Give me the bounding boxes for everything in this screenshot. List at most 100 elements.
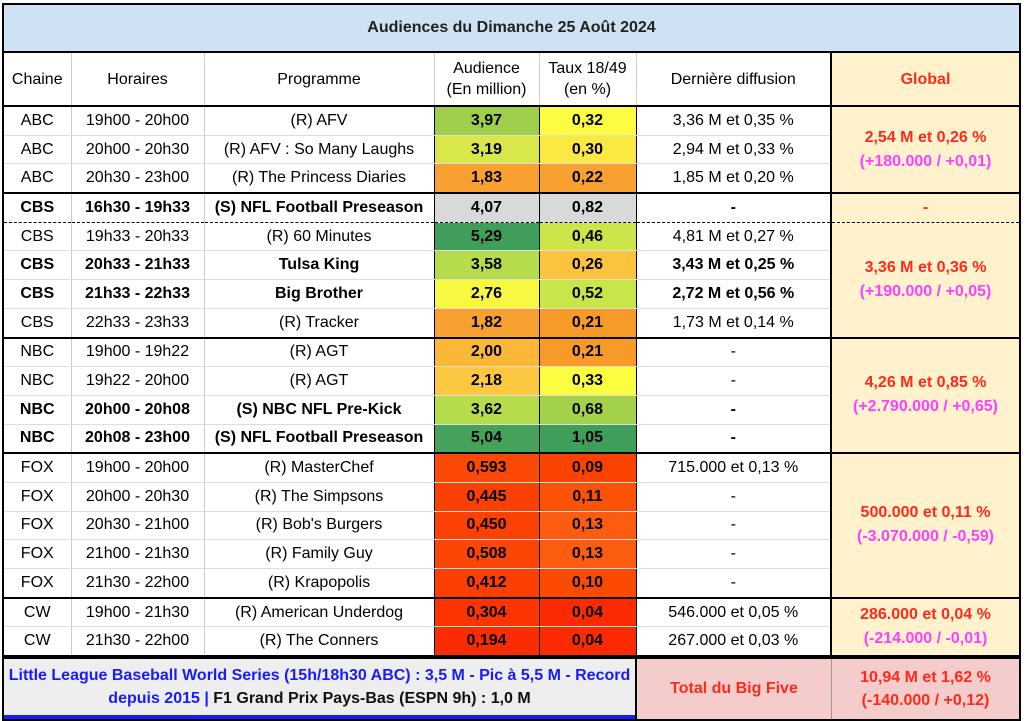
programme-cell: (R) AGT — [203, 366, 434, 396]
taux-cell: 0,04 — [538, 626, 637, 658]
header-horaires: Horaires — [70, 53, 204, 107]
total-value: 10,94 M et 1,62 % — [860, 669, 991, 687]
footer: Little League Baseball World Series (15h… — [2, 657, 1021, 721]
horaires-cell: 19h33 - 20h33 — [70, 222, 204, 252]
programme-cell: (S) NFL Football Preseason — [203, 424, 434, 455]
programme-cell: Tulsa King — [203, 250, 434, 281]
table-row: NBC 19h22 - 20h00 (R) AGT 2,18 0,33- — [2, 366, 1020, 396]
audience-cell: 0,508 — [433, 539, 540, 569]
global-cell: 2,54 M et 0,26 % (+180.000 / +0,01) — [830, 106, 1020, 195]
table-row: NBC 20h08 - 23h00 (S) NFL Football Preseas… — [2, 424, 1020, 455]
table-row: FOX 21h00 - 21h30 (R) Family Guy 0,508 0,13- — [2, 539, 1020, 569]
taux-cell: 0,52 — [538, 279, 637, 309]
horaires-cell: 22h33 - 23h33 — [70, 308, 204, 339]
taux-cell: 0,21 — [538, 308, 637, 339]
horaires-cell: 20h08 - 23h00 — [70, 424, 204, 455]
programme-cell: (R) Family Guy — [203, 539, 434, 569]
chaine-cell: NBC — [2, 366, 71, 396]
derniere-diffusion-cell: 2,94 M et 0,33 % — [635, 135, 831, 165]
chaine-cell: NBC — [2, 395, 71, 425]
taux-cell: 0,46 — [538, 222, 637, 252]
table-row: CW 19h00 - 21h30 (R) American Underdog 0,30… — [2, 597, 1020, 658]
audience-table: Chaine Horaires Programme Audience (En mi… — [2, 53, 1021, 658]
taux-cell: 0,32 — [538, 106, 637, 136]
programme-cell: (R) AGT — [203, 337, 434, 368]
programme-cell: (R) Bob's Burgers — [203, 511, 434, 541]
global-delta: (-3.070.000 / -0,59) — [857, 528, 994, 546]
table-row: FOX 21h30 - 22h00 (R) Krapopolis 0,412 0,10- — [2, 568, 1020, 599]
page-title: Audiences du Dimanche 25 Août 2024 — [2, 3, 1021, 53]
global-cell: 4,26 M et 0,85 % (+2.790.000 / +0,65) — [830, 337, 1020, 455]
audience-cell: 1,82 — [433, 308, 540, 339]
derniere-diffusion-cell: - — [635, 568, 831, 599]
audience-cell: 4,07 — [433, 193, 540, 223]
audience-cell: 3,58 — [433, 250, 540, 281]
global-delta: (+2.790.000 / +0,65) — [853, 398, 998, 416]
chaine-cell: CBS — [2, 222, 71, 252]
horaires-cell: 21h00 - 21h30 — [70, 539, 204, 569]
audience-cell: 3,19 — [433, 135, 540, 165]
derniere-diffusion-cell: 1,85 M et 0,20 % — [635, 163, 831, 195]
table-row: FOX 19h00 - 20h00 (R) MasterChef 0,593 0,09 7… — [2, 453, 1020, 599]
chaine-cell: ABC — [2, 163, 71, 195]
derniere-diffusion-cell: - — [635, 511, 831, 541]
programme-cell: (R) AFV : So Many Laughs — [203, 135, 434, 165]
taux-cell: 1,05 — [538, 424, 637, 455]
audience-cell: 1,83 — [433, 163, 540, 195]
table-row: NBC 20h00 - 20h08 (S) NBC NFL Pre-Kick 3,62… — [2, 395, 1020, 425]
audience-cell: 0,304 — [433, 597, 540, 628]
chaine-cell: FOX — [2, 453, 71, 483]
global-value: 2,54 M et 0,26 % — [864, 128, 987, 146]
derniere-diffusion-cell: - — [635, 424, 831, 455]
header-taux-line2: (en %) — [563, 81, 612, 98]
programme-cell: (R) Tracker — [203, 308, 434, 339]
audience-cell: 0,412 — [433, 568, 540, 599]
taux-cell: 0,26 — [538, 250, 637, 281]
chaine-cell: CBS — [2, 193, 71, 223]
taux-cell: 0,30 — [538, 135, 637, 165]
derniere-diffusion-cell: 715.000 et 0,13 % — [635, 453, 831, 483]
footer-note: Little League Baseball World Series (15h… — [4, 659, 635, 720]
horaires-cell: 20h00 - 20h30 — [70, 482, 204, 512]
programme-cell: (R) AFV — [203, 106, 434, 136]
chaine-cell: ABC — [2, 135, 71, 165]
taux-cell: 0,04 — [538, 597, 637, 628]
chaine-cell: ABC — [2, 106, 71, 136]
programme-cell: (R) MasterChef — [203, 453, 434, 483]
header-taux-line1: Taux 18/49 — [548, 60, 627, 77]
derniere-diffusion-cell: - — [635, 366, 831, 396]
header-taux: Taux 18/49 (en %) — [538, 53, 636, 107]
header-derniere: Dernière diffusion — [635, 53, 831, 107]
derniere-diffusion-cell: - — [635, 395, 831, 425]
programme-cell: (R) Krapopolis — [203, 568, 434, 599]
global-cell: 500.000 et 0,11 % (-3.070.000 / -0,59) — [830, 453, 1020, 599]
programme-cell: (R) The Princess Diaries — [203, 163, 434, 195]
header-audience-line2: (En million) — [446, 81, 527, 98]
table-row: FOX 20h00 - 20h30 (R) The Simpsons 0,445 0,1… — [2, 482, 1020, 512]
header-global: Global — [830, 53, 1020, 107]
horaires-cell: 19h00 - 20h00 — [70, 106, 204, 136]
chaine-cell: FOX — [2, 511, 71, 541]
chaine-cell: FOX — [2, 568, 71, 599]
header-audience: Audience (En million) — [433, 53, 539, 107]
audience-table-wrapper: Audiences du Dimanche 25 Août 2024 Chain… — [2, 3, 1021, 721]
taux-cell: 0,21 — [538, 337, 637, 368]
header-chaine: Chaine — [2, 53, 71, 107]
global-delta: (+180.000 / +0,01) — [859, 152, 992, 170]
table-row: CBS 16h30 - 19h33 (S) NFL Football Preseas… — [2, 193, 1020, 223]
audience-cell: 0,445 — [433, 482, 540, 512]
table-row: CBS 20h33 - 21h33 Tulsa King 3,58 0,26 3,43 M… — [2, 250, 1020, 281]
horaires-cell: 16h30 - 19h33 — [70, 193, 204, 223]
table-row: CBS 19h33 - 20h33 (R) 60 Minutes 5,29 0,46 4,… — [2, 222, 1020, 339]
taux-cell: 0,11 — [538, 482, 637, 512]
table-row: NBC 19h00 - 19h22 (R) AGT 2,00 0,21-4,26 M e… — [2, 337, 1020, 455]
derniere-diffusion-cell: - — [635, 539, 831, 569]
derniere-diffusion-cell: - — [635, 482, 831, 512]
taux-cell: 0,10 — [538, 568, 637, 599]
horaires-cell: 20h30 - 23h00 — [70, 163, 204, 195]
audience-cell: 3,62 — [433, 395, 540, 425]
audience-cell: 0,194 — [433, 626, 540, 658]
horaires-cell: 19h00 - 21h30 — [70, 597, 204, 628]
derniere-diffusion-cell: 546.000 et 0,05 % — [635, 597, 831, 628]
chaine-cell: CBS — [2, 279, 71, 309]
